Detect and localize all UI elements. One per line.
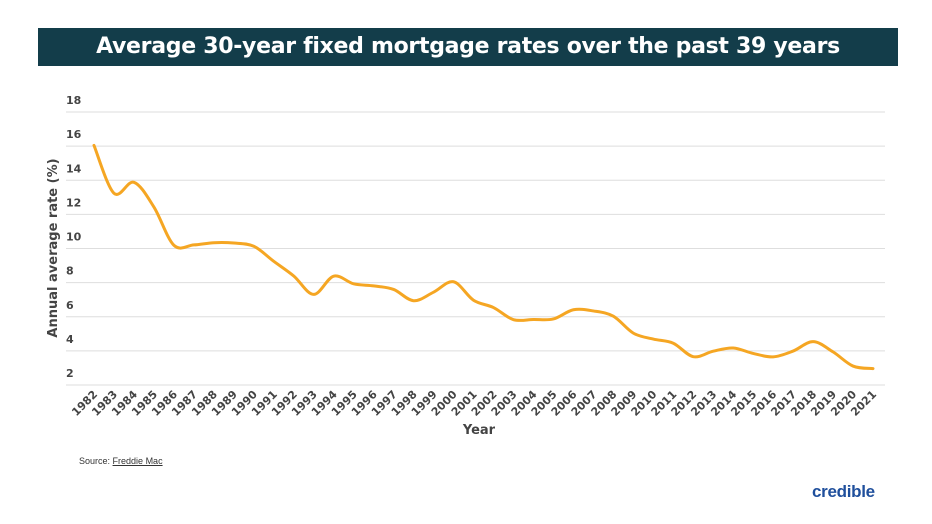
chart-title: Average 30-year fixed mortgage rates ove… — [38, 28, 898, 66]
source-link[interactable]: Freddie Mac — [112, 456, 163, 466]
y-tick-label: 18 — [66, 94, 81, 107]
x-tick-labels: 1982198319841985198619871988198919901991… — [69, 388, 879, 419]
gridlines — [66, 111, 885, 386]
x-axis-label: Year — [462, 423, 496, 438]
credible-logo: credible — [812, 482, 875, 501]
y-tick-label: 6 — [66, 299, 74, 312]
y-tick-labels: 2 4 6 8 10 12 14 16 18 — [66, 94, 82, 380]
source-label: Source: — [79, 456, 111, 466]
y-tick-label: 12 — [66, 196, 81, 209]
series-line — [92, 143, 875, 371]
y-tick-label: 4 — [66, 333, 74, 346]
y-axis-label: Annual average rate (%) — [46, 158, 61, 337]
y-tick-label: 8 — [66, 265, 74, 278]
source-note: Source: Freddie Mac — [79, 456, 163, 466]
y-tick-label: 10 — [66, 231, 82, 244]
y-tick-label: 2 — [66, 367, 74, 380]
y-tick-label: 16 — [66, 128, 82, 141]
y-tick-label: 14 — [66, 162, 82, 175]
